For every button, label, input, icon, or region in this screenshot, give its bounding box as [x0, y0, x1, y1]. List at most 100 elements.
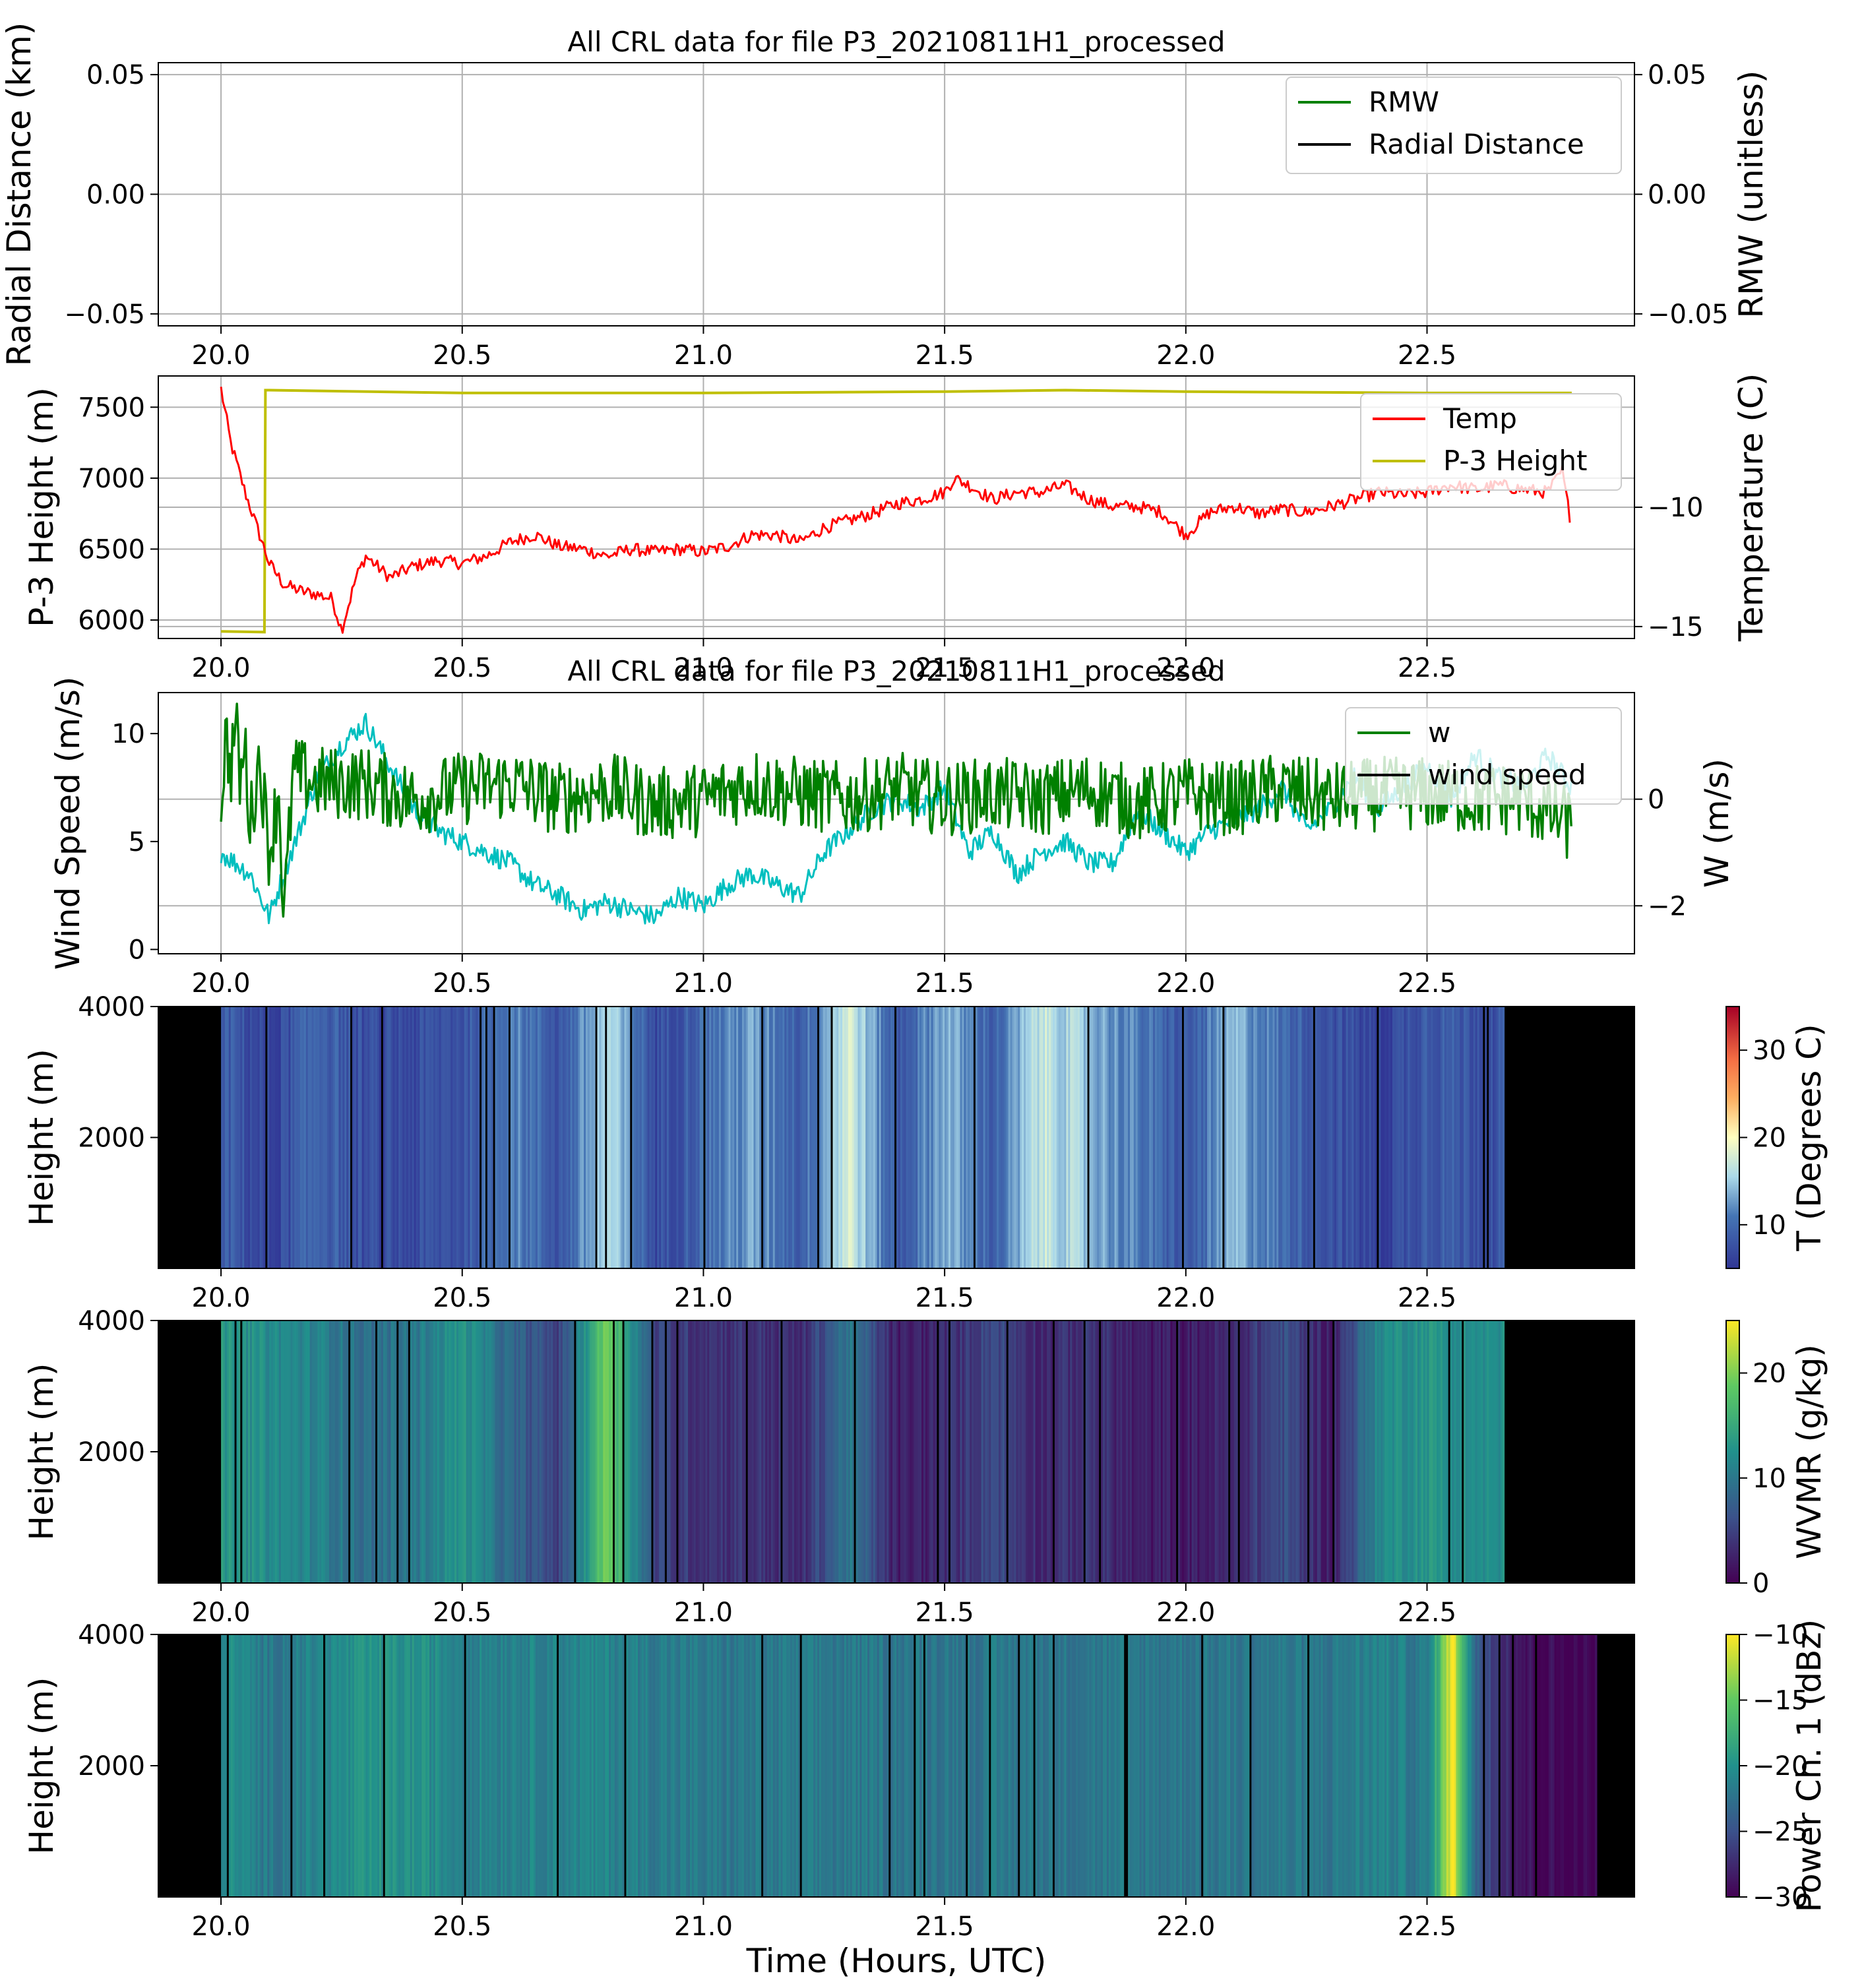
heatmap-column [848, 1320, 851, 1583]
heatmap-column [1037, 1320, 1040, 1583]
heatmap-column [356, 1007, 359, 1268]
heatmap-column [745, 1007, 749, 1268]
heatmap-column [1448, 1320, 1451, 1583]
heatmap-column [1166, 1007, 1169, 1268]
heatmap-column [885, 1320, 887, 1583]
heatmap-column [1458, 1007, 1460, 1268]
heatmap-column [1396, 1007, 1399, 1268]
heatmap-column [1037, 1634, 1040, 1897]
heatmap-column [402, 1007, 405, 1268]
heatmap-column [1502, 1007, 1505, 1268]
heatmap-column [751, 1007, 755, 1268]
heatmap-column [1361, 1007, 1364, 1268]
heatmap-column [284, 1320, 288, 1583]
heatmap-column [962, 1320, 964, 1583]
heatmap-column [263, 1320, 266, 1583]
heatmap-column [1243, 1007, 1247, 1268]
heatmap-column [1004, 1007, 1007, 1268]
heatmap-column [1222, 1007, 1225, 1268]
heatmap-column [736, 1007, 739, 1268]
heatmap-column [1068, 1634, 1071, 1897]
heatmap-column [1099, 1320, 1102, 1583]
heatmap-column [501, 1634, 503, 1897]
heatmap-column [406, 1634, 409, 1897]
heatmap-column [510, 1634, 513, 1897]
heatmap-column [1433, 1320, 1435, 1583]
heatmap-column [1245, 1007, 1248, 1268]
heatmap-column [1375, 1007, 1377, 1268]
heatmap-column [768, 1320, 772, 1583]
heatmap-column [1510, 1634, 1512, 1897]
heatmap-column [1452, 1320, 1454, 1583]
heatmap-column [834, 1320, 837, 1583]
heatmap-column [597, 1634, 600, 1897]
heatmap-column [1319, 1634, 1322, 1897]
heatmap-column [423, 1634, 426, 1897]
heatmap-column [666, 1634, 669, 1897]
heatmap-column [1353, 1320, 1356, 1583]
heatmap-column [1322, 1007, 1325, 1268]
heatmap-column [541, 1320, 544, 1583]
heatmap-column [964, 1320, 966, 1583]
heatmap-column [261, 1320, 264, 1583]
heatmap-column [367, 1320, 370, 1583]
heatmap-column [1353, 1634, 1356, 1897]
heatmap-column [1079, 1007, 1082, 1268]
heatmap-column [340, 1007, 343, 1268]
heatmap-column [1078, 1634, 1080, 1897]
heatmap-column [1079, 1634, 1082, 1897]
heatmap-column [561, 1007, 563, 1268]
heatmap-column [1388, 1320, 1391, 1583]
heatmap-column [464, 1634, 467, 1897]
heatmap-column [1467, 1007, 1470, 1268]
heatmap-column [1441, 1320, 1443, 1583]
heatmap-column [790, 1320, 793, 1583]
heatmap-column [1348, 1320, 1351, 1583]
heatmap-column [1489, 1007, 1491, 1268]
heatmap-column [1027, 1634, 1030, 1897]
heatmap-column [1291, 1320, 1295, 1583]
heatmap-column [1419, 1320, 1422, 1583]
heatmap-column [1153, 1634, 1156, 1897]
heatmap-column [223, 1007, 226, 1268]
heatmap-column [1197, 1634, 1200, 1897]
heatmap-column [499, 1634, 501, 1897]
heatmap-column [757, 1007, 760, 1268]
heatmap-column [916, 1007, 918, 1268]
heatmap-column [954, 1634, 957, 1897]
heatmap-column [759, 1634, 762, 1897]
heatmap-column [1494, 1007, 1497, 1268]
heatmap-column [1191, 1634, 1195, 1897]
heatmap-column [1212, 1634, 1216, 1897]
heatmap-column [332, 1634, 336, 1897]
heatmap-column [255, 1634, 259, 1897]
heatmap-column [999, 1007, 1001, 1268]
heatmap-column [296, 1634, 299, 1897]
heatmap-column [1166, 1320, 1169, 1583]
heatmap-column [639, 1007, 642, 1268]
heatmap-column [456, 1007, 459, 1268]
heatmap-column [618, 1007, 621, 1268]
heatmap-column [309, 1634, 313, 1897]
heatmap-column [819, 1320, 822, 1583]
heatmap-column [1479, 1634, 1481, 1897]
heatmap-column [1166, 1634, 1169, 1897]
heatmap-column [1247, 1320, 1250, 1583]
heatmap-column [437, 1634, 440, 1897]
heatmap-column [850, 1320, 853, 1583]
heatmap-column [987, 1007, 989, 1268]
heatmap-column [1220, 1634, 1223, 1897]
heatmap-column [1141, 1634, 1144, 1897]
heatmap-column [300, 1007, 303, 1268]
heatmap-column [1425, 1320, 1428, 1583]
heatmap-column [869, 1320, 872, 1583]
x-tick-label: 20.5 [433, 1911, 491, 1942]
heatmap-column [1415, 1634, 1418, 1897]
heatmap-column [396, 1634, 399, 1897]
heatmap-column [620, 1634, 623, 1897]
heatmap-column [826, 1007, 830, 1268]
heatmap-column [394, 1320, 397, 1583]
heatmap-column [238, 1634, 241, 1897]
heatmap-column [743, 1634, 747, 1897]
heatmap-column [1429, 1634, 1431, 1897]
